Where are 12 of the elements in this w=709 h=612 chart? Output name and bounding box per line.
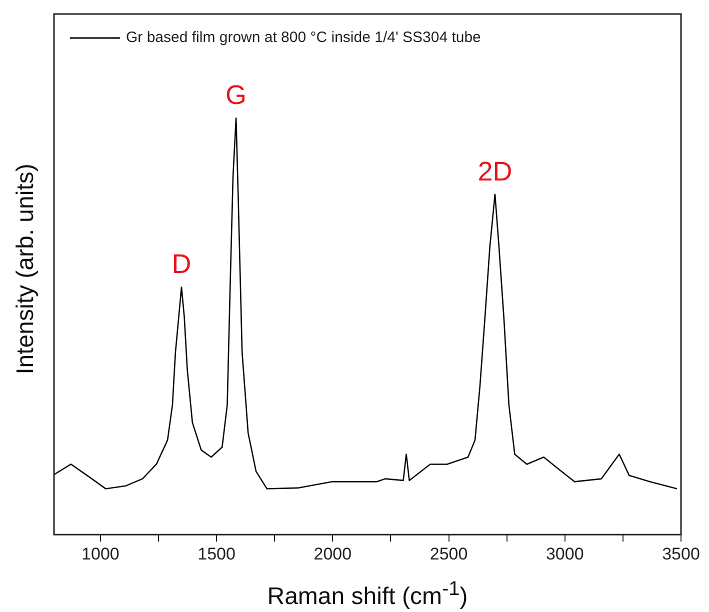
annotation: 2D — [478, 156, 512, 186]
x-tick-label: 2500 — [430, 544, 468, 564]
x-tick-label: 2000 — [314, 544, 352, 564]
annotation: G — [226, 80, 247, 110]
x-tick-label: 1500 — [198, 544, 236, 564]
x-tick-label: 1000 — [82, 544, 120, 564]
x-tick-label: 3500 — [662, 544, 700, 564]
annotation: D — [172, 249, 192, 280]
y-axis-title: Intensity (arb. units) — [12, 164, 40, 374]
x-tick-label: 3000 — [546, 544, 584, 564]
x-axis-title: Raman shift (cm$^{-1}$) — [266, 578, 469, 611]
legend-label: Gr based film grown at 800 °C inside 1/4' SS304 tube — [126, 29, 481, 46]
